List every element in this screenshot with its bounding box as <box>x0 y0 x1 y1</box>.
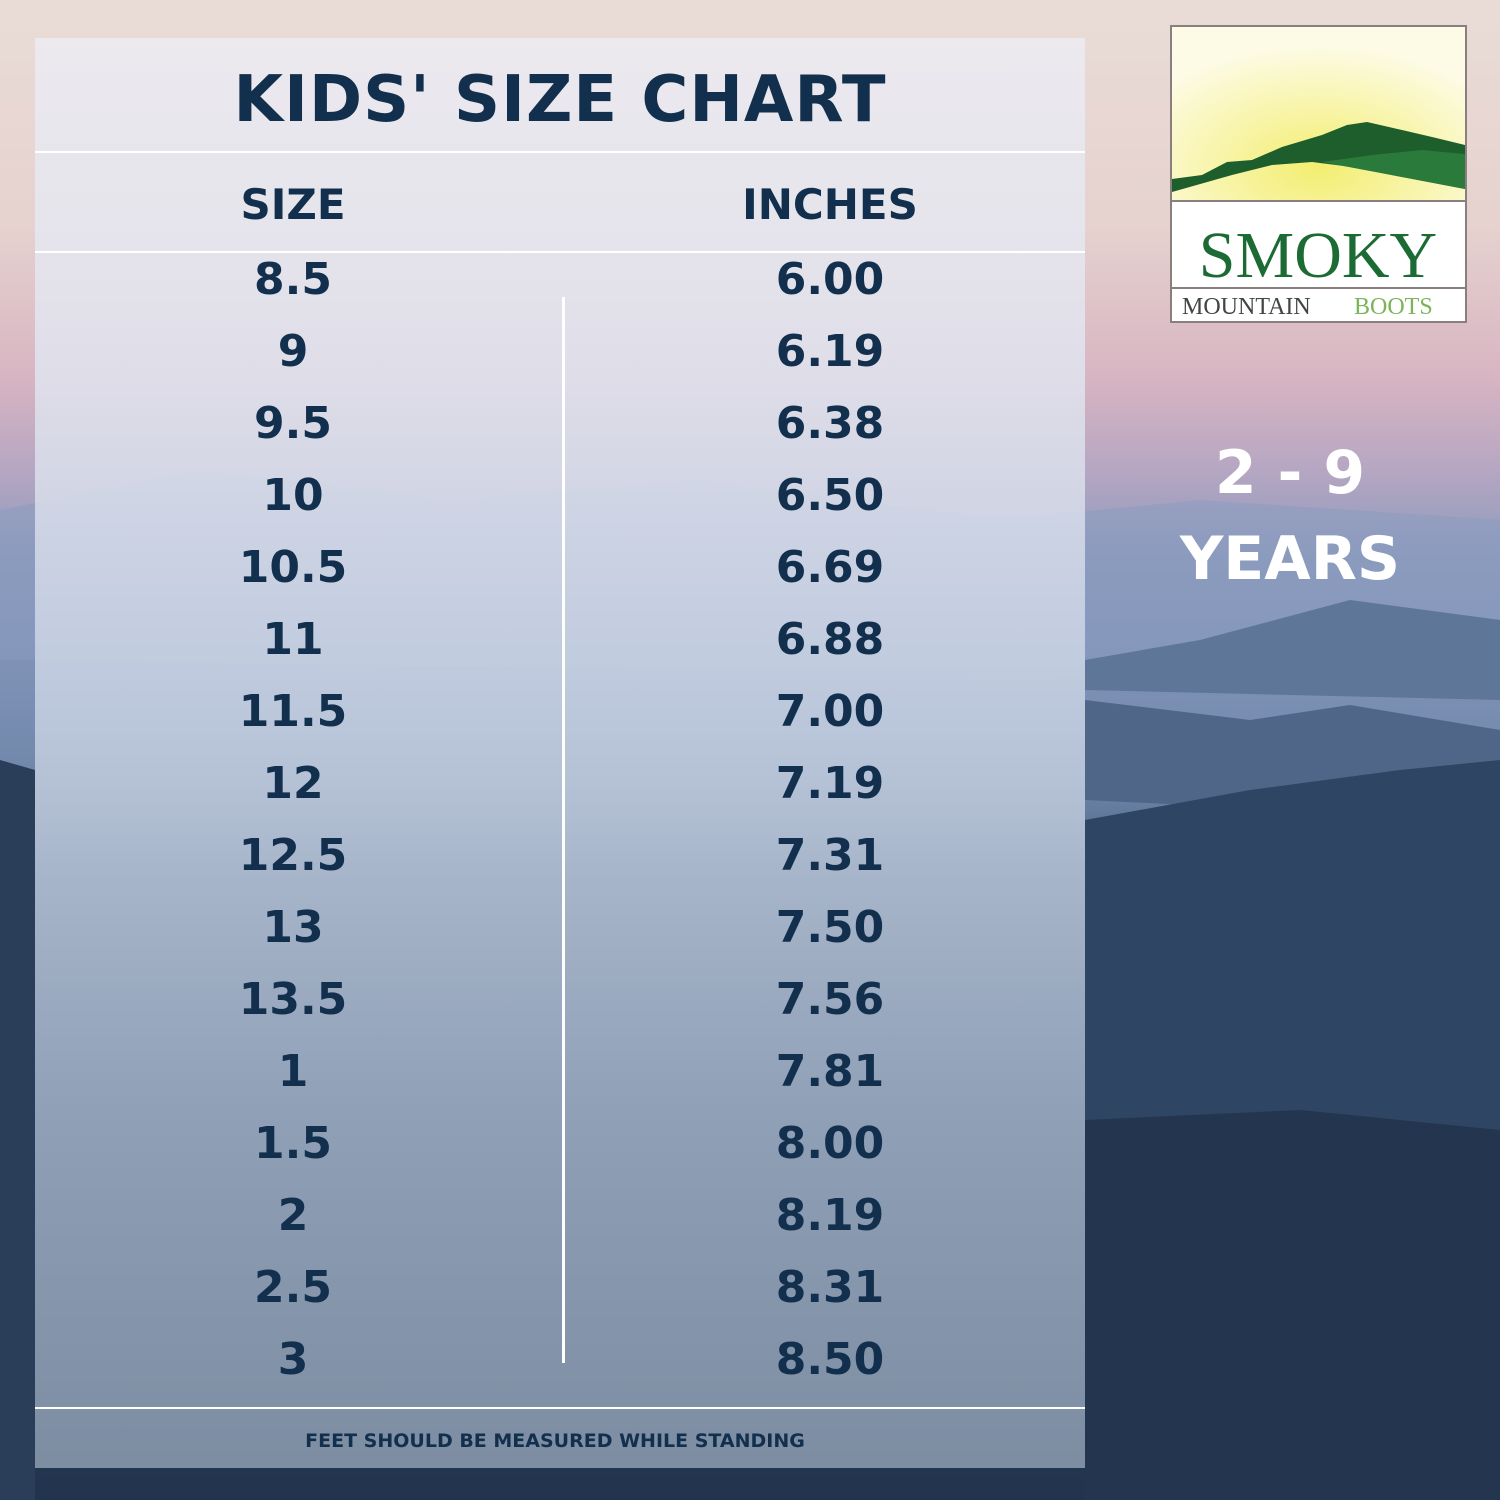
smoky-mountain-boots-logo: SMOKY MOUNTAIN BOOTS <box>1170 25 1467 323</box>
header-inches: INCHES <box>742 180 918 229</box>
size-cell: 1 <box>277 1046 309 1097</box>
svg-text:MOUNTAIN: MOUNTAIN <box>1182 294 1311 320</box>
size-cell: 1.5 <box>254 1118 332 1169</box>
size-cell: 11 <box>262 614 324 665</box>
footer-note: FEET SHOULD BE MEASURED WHILE STANDING <box>305 1430 805 1452</box>
inches-cell: 6.38 <box>775 398 885 449</box>
divider <box>35 1407 1085 1409</box>
size-cell: 9 <box>277 326 309 377</box>
size-chart-panel: KIDS' SIZE CHART SIZE INCHES 8.5 6.00 9 6.1… <box>35 38 1085 1468</box>
chart-title: KIDS' SIZE CHART <box>233 63 887 137</box>
size-cell: 13.5 <box>238 974 348 1025</box>
size-cell: 2 <box>277 1190 309 1241</box>
logo-text: SMOKY <box>1199 219 1437 292</box>
size-cell: 12 <box>262 758 324 809</box>
inches-cell: 7.19 <box>775 758 885 809</box>
size-cell: 13 <box>262 902 324 953</box>
inches-cell: 6.00 <box>775 254 885 305</box>
inches-cell: 6.69 <box>775 542 885 593</box>
inches-cell: 7.31 <box>775 830 885 881</box>
size-cell: 11.5 <box>238 686 348 737</box>
inches-cell: 7.81 <box>775 1046 885 1097</box>
inches-cell: 7.50 <box>775 902 885 953</box>
size-cell: 12.5 <box>238 830 348 881</box>
divider <box>35 251 1085 253</box>
inches-cell: 6.88 <box>775 614 885 665</box>
size-cell: 2.5 <box>254 1262 332 1313</box>
size-cell: 10 <box>262 470 324 521</box>
inches-cell: 7.56 <box>775 974 885 1025</box>
divider <box>35 151 1085 153</box>
inches-cell: 8.31 <box>775 1262 885 1313</box>
header-size: SIZE <box>240 180 346 229</box>
svg-text:BOOTS: BOOTS <box>1354 294 1433 320</box>
size-cell: 3 <box>277 1334 309 1385</box>
inches-cell: 8.19 <box>775 1190 885 1241</box>
inches-cell: 8.00 <box>775 1118 885 1169</box>
inches-cell: 6.19 <box>775 326 885 377</box>
inches-cell: 8.50 <box>775 1334 885 1385</box>
column-divider <box>562 297 565 1363</box>
size-cell: 10.5 <box>238 542 348 593</box>
inches-cell: 7.00 <box>775 686 885 737</box>
inches-cell: 6.50 <box>775 470 885 521</box>
size-cell: 8.5 <box>254 254 332 305</box>
age-range-label: YEARS <box>1179 524 1401 594</box>
age-range-numbers: 2 - 9 <box>1214 438 1366 508</box>
size-cell: 9.5 <box>254 398 332 449</box>
